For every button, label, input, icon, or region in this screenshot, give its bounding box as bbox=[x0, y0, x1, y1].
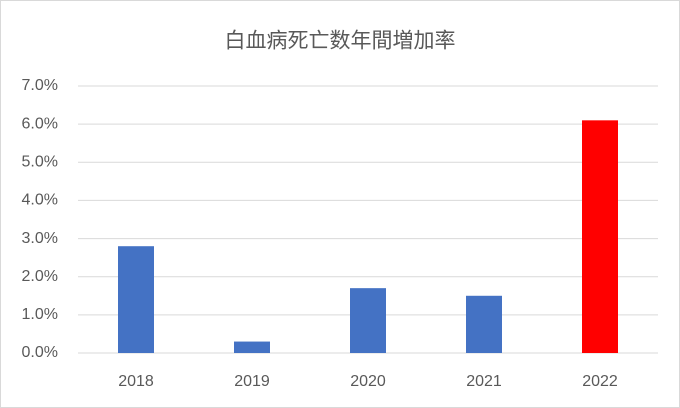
bar bbox=[466, 295, 502, 353]
x-tick-label: 2021 bbox=[466, 373, 502, 390]
y-tick-label: 3.0% bbox=[22, 230, 58, 247]
bar bbox=[118, 246, 154, 353]
y-tick-label: 2.0% bbox=[22, 268, 58, 285]
y-tick-label: 5.0% bbox=[22, 154, 58, 171]
bar bbox=[234, 341, 270, 353]
y-tick-label: 7.0% bbox=[22, 77, 58, 94]
y-tick-label: 4.0% bbox=[22, 192, 58, 209]
x-tick-label: 2020 bbox=[350, 373, 386, 390]
x-tick-label: 2022 bbox=[582, 373, 618, 390]
chart-title: 白血病死亡数年間増加率 bbox=[225, 30, 456, 53]
x-tick-label: 2019 bbox=[234, 373, 270, 390]
bar bbox=[350, 288, 386, 353]
y-tick-label: 1.0% bbox=[22, 306, 58, 323]
x-tick-label: 2018 bbox=[118, 373, 154, 390]
bar bbox=[582, 120, 618, 353]
y-tick-label: 0.0% bbox=[22, 344, 58, 361]
y-tick-label: 6.0% bbox=[22, 115, 58, 132]
